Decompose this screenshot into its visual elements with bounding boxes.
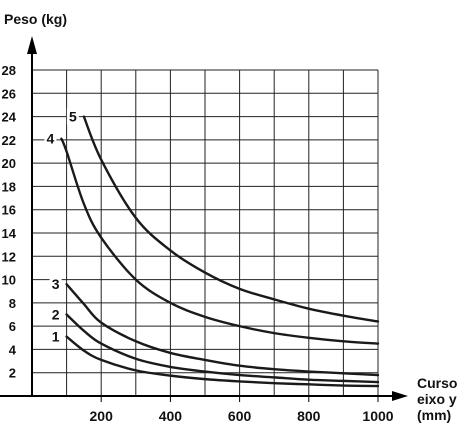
series-label-background	[44, 130, 57, 147]
series-label-1: 1	[52, 329, 60, 345]
y-axis-arrow	[27, 36, 37, 54]
y-tick-label: 2	[9, 366, 16, 381]
series-label-5: 5	[69, 109, 77, 125]
x-tick-label: 400	[159, 408, 183, 424]
y-tick-label: 22	[2, 133, 16, 148]
series-line-2	[65, 313, 380, 384]
grid	[32, 69, 379, 396]
series-lines	[60, 115, 380, 388]
y-tick-label: 20	[2, 156, 16, 171]
y-tick-label: 24	[2, 110, 17, 125]
series-label-3: 3	[52, 276, 60, 292]
y-tick-label: 18	[2, 179, 16, 194]
series-line-4	[60, 137, 380, 345]
y-axis-label: Peso (kg)	[4, 11, 67, 27]
series-label-2: 2	[52, 307, 60, 323]
y-tick-label: 4	[9, 342, 17, 357]
x-axis-label-line-3: (mm)	[417, 407, 451, 423]
series-line-1	[65, 335, 380, 388]
x-axis-arrow	[392, 391, 408, 401]
y-tick-label: 14	[2, 226, 17, 241]
y-tick-label: 16	[2, 203, 16, 218]
x-axis-label-line-1: Curso	[417, 375, 457, 391]
series-label-background	[49, 276, 62, 293]
labels: Peso (kg) Curso eixo y (mm) 200 400 600 800…	[2, 11, 458, 424]
y-tick-label: 8	[9, 296, 16, 311]
series-label-background	[49, 306, 62, 323]
x-tick-label: 600	[228, 408, 252, 424]
x-tick-label: 800	[297, 408, 321, 424]
y-tick-label: 10	[2, 273, 16, 288]
series-label-background	[49, 328, 62, 345]
y-tick-label: 6	[9, 319, 16, 334]
y-tick-label: 28	[2, 63, 16, 78]
series-label-4: 4	[47, 131, 55, 147]
x-tick-label: 1000	[362, 408, 393, 424]
series-line-5	[82, 115, 380, 323]
y-tick-label: 26	[2, 86, 16, 101]
axes	[0, 36, 408, 402]
series-line-3	[65, 283, 380, 377]
series-label-background	[66, 108, 79, 125]
x-tick-label: 200	[90, 408, 114, 424]
x-axis-label-line-2: eixo y	[417, 391, 457, 407]
y-tick-label: 12	[2, 249, 16, 264]
